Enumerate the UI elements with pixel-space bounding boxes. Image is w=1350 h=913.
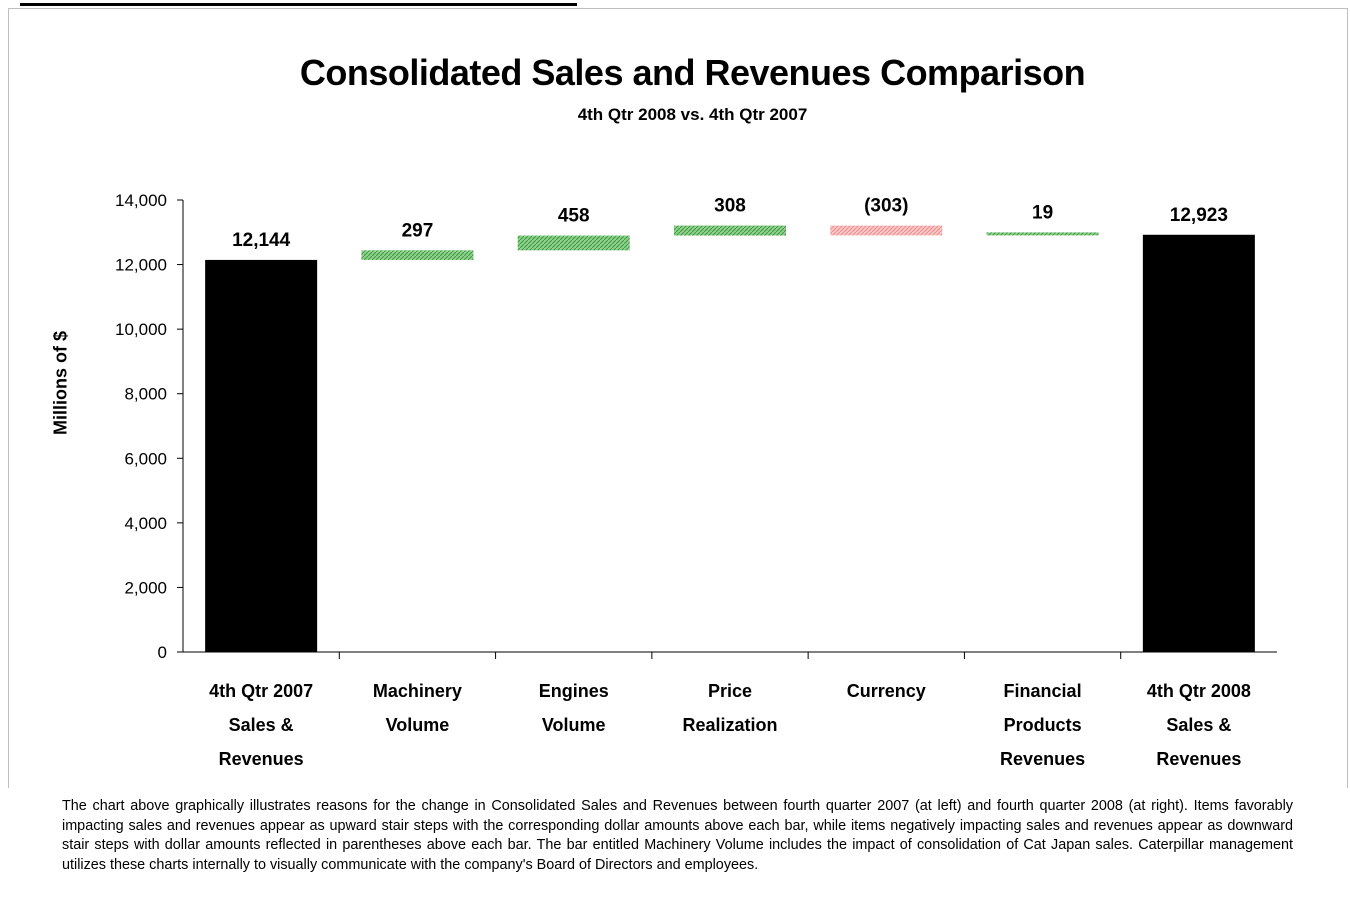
x-tick-label: Revenues <box>219 749 304 769</box>
data-label: 12,923 <box>1170 205 1228 226</box>
y-tick-label: 6,000 <box>124 449 167 468</box>
y-tick-label: 12,000 <box>115 256 167 275</box>
x-tick-label: Products <box>1004 715 1082 735</box>
data-label: 19 <box>1032 202 1053 223</box>
chart-title: Consolidated Sales and Revenues Comparis… <box>299 52 1086 93</box>
x-tick-label: Engines <box>539 681 609 701</box>
x-tick-labels: 4th Qtr 2007 Sales & Revenues Machinery Volu… <box>209 681 1251 769</box>
total-bar <box>205 259 318 652</box>
y-tick-label: 4,000 <box>124 514 167 533</box>
x-tick-label: Sales & <box>1166 715 1231 735</box>
x-tick-label: 4th Qtr 2007 <box>209 681 313 701</box>
x-tick-label: Currency <box>847 681 926 701</box>
x-tick-label: Revenues <box>1156 749 1241 769</box>
y-tick-label: 10,000 <box>115 320 167 339</box>
chart-subtitle: 4th Qtr 2008 vs. 4th Qtr 2007 <box>577 105 808 124</box>
x-tick-label: Price <box>708 681 752 701</box>
x-tick-label: Volume <box>386 715 450 735</box>
y-tick-label: 14,000 <box>115 191 167 210</box>
decrease-bar <box>830 225 943 236</box>
data-label: 297 <box>402 220 434 241</box>
x-tick-label: 4th Qtr 2008 <box>1147 681 1251 701</box>
increase-bar <box>517 235 630 251</box>
data-label: 12,144 <box>232 230 291 251</box>
total-bar <box>1142 234 1255 652</box>
x-tick-label: Sales & <box>229 715 294 735</box>
x-tick-label: Realization <box>682 715 777 735</box>
data-label: 458 <box>558 206 590 227</box>
footnote: The chart above graphically illustrates … <box>62 798 1293 873</box>
x-tick-label: Machinery <box>373 681 462 701</box>
data-label: (303) <box>864 196 908 217</box>
increase-bar <box>674 225 786 236</box>
x-tick-label: Volume <box>542 715 606 735</box>
data-label: 308 <box>714 196 746 217</box>
y-tick-label: 2,000 <box>124 578 167 597</box>
y-tick-label: 0 <box>158 643 167 662</box>
waterfall-chart: 02,0004,0006,0008,00010,00012,00014,000 … <box>115 191 1277 769</box>
y-tick-label: 8,000 <box>124 385 167 404</box>
increase-bar <box>361 250 474 260</box>
chart-frame <box>8 8 1348 788</box>
header-rule <box>20 0 577 6</box>
increase-bar <box>986 232 1099 236</box>
x-tick-label: Revenues <box>1000 749 1085 769</box>
data-labels: 12,144 297 458 308 (303) 19 12,923 <box>232 196 1228 251</box>
x-tick-label: Financial <box>1004 681 1082 701</box>
axes: 0 2,000 4,000 6,000 8,000 10,000 12,000 14,000 <box>115 191 1277 662</box>
bars <box>205 225 1255 652</box>
